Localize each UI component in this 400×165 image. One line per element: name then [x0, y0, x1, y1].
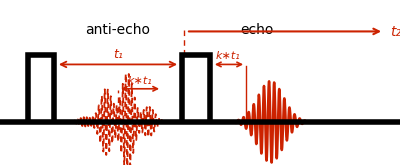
Text: k∗t₁: k∗t₁ — [128, 76, 152, 86]
Text: t₁: t₁ — [113, 48, 123, 61]
Text: k∗t₁: k∗t₁ — [216, 51, 240, 61]
Text: anti-echo: anti-echo — [86, 23, 150, 37]
Text: t₂: t₂ — [390, 25, 400, 39]
Text: echo: echo — [240, 23, 273, 37]
